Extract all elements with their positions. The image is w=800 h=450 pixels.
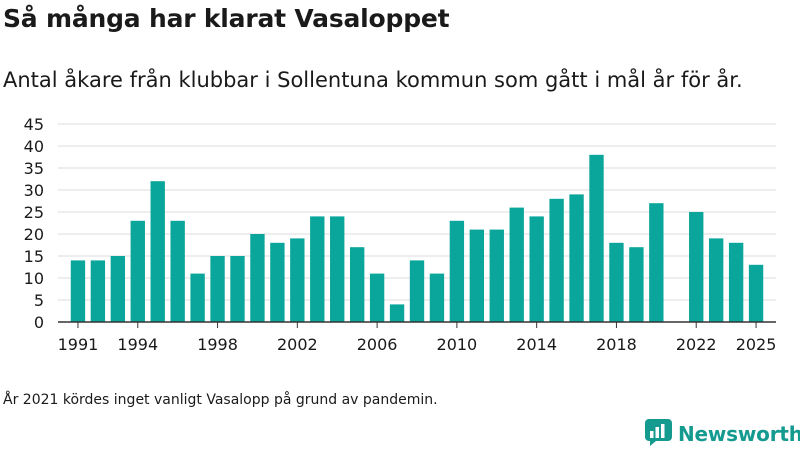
y-tick-label: 45 bbox=[24, 115, 44, 134]
x-tick-label: 2010 bbox=[437, 335, 478, 354]
bar bbox=[230, 256, 245, 322]
x-tick-label: 2018 bbox=[596, 335, 637, 354]
bar bbox=[330, 216, 345, 322]
bar bbox=[629, 247, 644, 322]
y-axis-ticks: 0 5 10 15 20 25 30 35 40 45 bbox=[24, 115, 44, 332]
y-tick-label: 15 bbox=[24, 247, 44, 266]
x-tick-label: 2022 bbox=[676, 335, 717, 354]
bar bbox=[130, 220, 145, 322]
bar bbox=[310, 216, 325, 322]
bar bbox=[429, 273, 445, 322]
y-tick-label: 10 bbox=[24, 269, 44, 288]
bar bbox=[210, 256, 225, 322]
newsworthy-logo-icon bbox=[645, 418, 672, 450]
bar bbox=[449, 220, 465, 322]
bar bbox=[250, 234, 265, 322]
bar bbox=[349, 247, 365, 322]
y-tick-label: 40 bbox=[24, 137, 44, 156]
bars bbox=[70, 154, 764, 322]
x-tick-label: 1998 bbox=[197, 335, 238, 354]
y-tick-label: 5 bbox=[34, 291, 44, 310]
x-tick-label: 2006 bbox=[357, 335, 398, 354]
y-tick-label: 35 bbox=[24, 159, 44, 178]
chart-subtitle: Antal åkare från klubbar i Sollentuna ko… bbox=[3, 68, 743, 92]
bar bbox=[748, 264, 764, 322]
bar bbox=[290, 238, 305, 322]
x-tick-label: 1994 bbox=[117, 335, 158, 354]
x-tick-label: 2002 bbox=[277, 335, 318, 354]
bar bbox=[389, 304, 405, 322]
brand-logo: Newsworthy bbox=[645, 418, 800, 450]
y-tick-label: 20 bbox=[24, 225, 44, 244]
bar bbox=[70, 260, 86, 322]
y-tick-label: 25 bbox=[24, 203, 44, 222]
brand-name: Newsworthy bbox=[678, 422, 800, 446]
bar bbox=[589, 154, 604, 322]
x-axis-ticks: 1991 1994 1998 2002 2006 2010 2014 2018 2022 2025 bbox=[58, 322, 777, 354]
x-tick-label: 1991 bbox=[58, 335, 99, 354]
bar bbox=[110, 256, 126, 322]
bar bbox=[728, 242, 744, 322]
bar bbox=[509, 207, 524, 322]
bar bbox=[609, 242, 624, 322]
bar bbox=[569, 194, 584, 322]
chart-title: Så många har klarat Vasaloppet bbox=[3, 4, 450, 33]
x-tick-label: 2014 bbox=[516, 335, 557, 354]
x-tick-label: 2025 bbox=[736, 335, 777, 354]
bar bbox=[150, 181, 165, 322]
bar bbox=[489, 229, 504, 322]
bar bbox=[549, 198, 564, 322]
bar bbox=[409, 260, 425, 322]
bar bbox=[170, 220, 185, 322]
bar bbox=[270, 242, 285, 322]
bar bbox=[190, 273, 205, 322]
bar bbox=[529, 216, 544, 322]
bar bbox=[369, 273, 385, 322]
y-tick-label: 0 bbox=[34, 313, 44, 332]
y-tick-label: 30 bbox=[24, 181, 44, 200]
bar bbox=[649, 203, 664, 322]
bar bbox=[469, 229, 485, 322]
bar bbox=[90, 260, 106, 322]
chart-footnote: År 2021 kördes inget vanligt Vasalopp på… bbox=[3, 392, 438, 408]
bar bbox=[689, 212, 704, 322]
bar bbox=[708, 238, 724, 322]
